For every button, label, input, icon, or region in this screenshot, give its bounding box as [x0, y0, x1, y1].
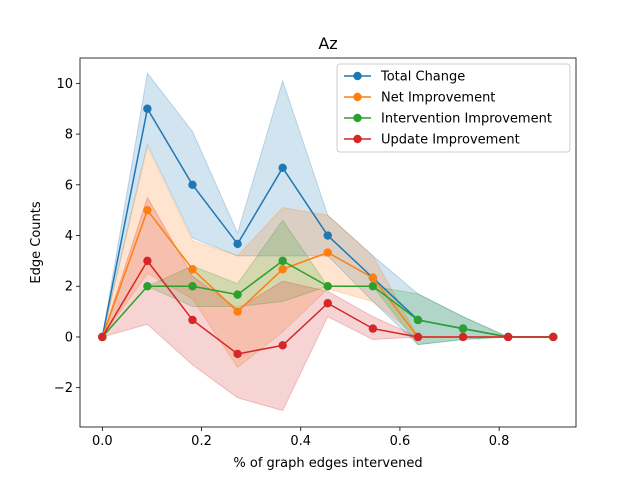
net-improvement-legend-label: Net Improvement [381, 91, 495, 106]
y-axis-label: Edge Counts [29, 201, 44, 283]
net-improvement-point [323, 248, 332, 257]
y-tick-label: 6 [65, 178, 73, 193]
legend-box [336, 63, 571, 153]
total-change-point [233, 239, 242, 249]
net-improvement-legend-marker [353, 92, 362, 102]
legend: Total Change Net Improvement Intervention … [336, 63, 571, 153]
intervention-improvement-point [143, 282, 152, 291]
total-change-legend-marker [353, 71, 362, 81]
intervention-improvement-point [188, 282, 197, 291]
y-tick-label: −2 [54, 381, 73, 396]
intervention-improvement-point [278, 256, 287, 266]
net-improvement-band [101, 145, 554, 369]
total-change-band [101, 72, 554, 346]
intervention-improvement-band [101, 219, 554, 346]
x-tick-label: 0.6 [390, 434, 411, 449]
update-improvement-point [98, 332, 107, 342]
x-tick-label: 0.8 [489, 434, 510, 449]
net-improvement-point [233, 307, 242, 316]
y-tick-label: 4 [65, 229, 73, 244]
intervention-improvement-point [413, 315, 423, 325]
update-improvement-point [549, 332, 558, 342]
total-change-point [143, 104, 152, 113]
chart-title: Az [318, 34, 337, 53]
update-improvement-legend-marker [353, 134, 362, 144]
x-axis-label: % of graph edges intervened [233, 456, 422, 471]
net-improvement-point [143, 205, 152, 215]
net-improvement-point [278, 265, 287, 274]
intervention-improvement-legend-label: Intervention Improvement [381, 112, 552, 127]
update-improvement-point [233, 349, 242, 359]
x-tick-label: 0.0 [92, 434, 113, 449]
update-improvement-point [368, 324, 378, 333]
y-axis-ticks: −2 0 2 4 6 8 10 [54, 77, 80, 396]
x-axis-ticks: 0.0 0.2 0.4 0.6 0.8 [92, 427, 509, 449]
intervention-improvement-legend-marker [353, 113, 362, 123]
update-improvement-point [413, 332, 423, 342]
intervention-improvement-point [368, 282, 378, 291]
y-tick-label: 10 [56, 77, 73, 92]
update-improvement-point [323, 299, 332, 308]
series-points [98, 104, 558, 359]
update-improvement-point [503, 332, 513, 342]
y-tick-label: 8 [65, 128, 73, 143]
x-tick-label: 0.2 [191, 434, 212, 449]
update-improvement-legend-label: Update Improvement [381, 133, 520, 148]
y-tick-label: 2 [65, 280, 73, 295]
net-improvement-point [188, 265, 197, 274]
axes-frame [79, 57, 577, 428]
intervention-improvement-point [458, 324, 468, 333]
total-change-point [323, 231, 332, 240]
update-improvement-point [278, 341, 287, 350]
total-change-point [188, 180, 197, 190]
y-tick-label: 0 [65, 330, 73, 345]
update-improvement-point [458, 332, 468, 342]
update-improvement-point [143, 256, 152, 266]
x-tick-label: 0.4 [290, 434, 311, 449]
total-change-legend-label: Total Change [380, 70, 465, 85]
net-improvement-point [368, 273, 378, 283]
intervention-improvement-point [323, 282, 332, 291]
update-improvement-point [188, 315, 197, 325]
intervention-improvement-point [233, 290, 242, 299]
total-change-point [278, 163, 287, 173]
